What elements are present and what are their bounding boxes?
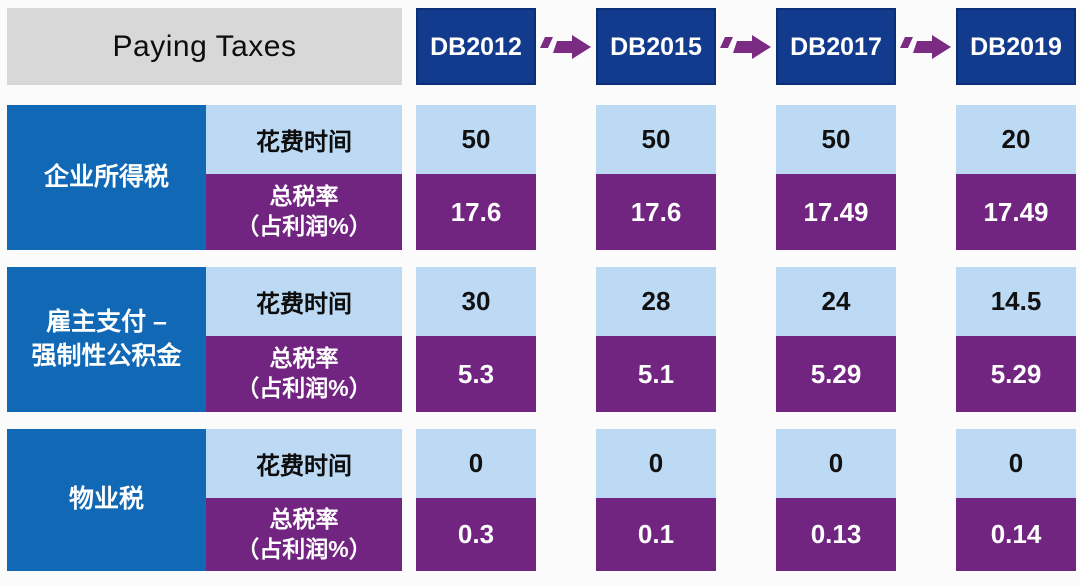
cell-rate-value: 0.1	[596, 498, 716, 571]
arrow-right-icon	[720, 34, 771, 59]
cell-rate-value: 5.1	[596, 336, 716, 412]
cell-rate-value: 5.29	[776, 336, 896, 412]
row-label-property-tax: 物业税	[7, 429, 206, 571]
cell-time-value: 0	[416, 429, 536, 498]
cell-rate-value: 17.6	[596, 174, 716, 250]
cell-rate-value: 0.13	[776, 498, 896, 571]
cell-time-value: 0	[956, 429, 1076, 498]
cell-time-value: 0	[776, 429, 896, 498]
column-header-label: DB2012	[430, 32, 522, 61]
arrow-right-icon	[540, 34, 591, 59]
metric-label-total-tax-rate: 总税率 （占利润%）	[206, 174, 402, 250]
row-label-corporate-income-tax: 企业所得税	[7, 105, 206, 250]
progression-arrow	[536, 8, 596, 85]
page-title: Paying Taxes	[7, 8, 402, 85]
cell-time-value: 0	[596, 429, 716, 498]
metric-label-total-tax-rate: 总税率 （占利润%）	[206, 498, 402, 571]
cell-time-value: 20	[956, 105, 1076, 174]
paying-taxes-table: Paying Taxes DB2012 DB2015 DB2017	[7, 8, 1076, 571]
column-header-db2015: DB2015	[596, 8, 716, 85]
cell-time-value: 50	[416, 105, 536, 174]
row-label-employer-provident-fund: 雇主支付 – 强制性公积金	[7, 267, 206, 412]
cell-rate-value: 17.49	[776, 174, 896, 250]
column-header-label: DB2015	[610, 32, 702, 61]
progression-arrow	[716, 8, 776, 85]
column-header-db2012: DB2012	[416, 8, 536, 85]
metric-label-time-spent: 花费时间	[206, 105, 402, 174]
metric-label-time-spent: 花费时间	[206, 429, 402, 498]
column-header-label: DB2019	[970, 32, 1062, 61]
cell-time-value: 24	[776, 267, 896, 336]
column-header-db2017: DB2017	[776, 8, 896, 85]
metric-label-time-spent: 花费时间	[206, 267, 402, 336]
column-header-label: DB2017	[790, 32, 882, 61]
cell-rate-value: 0.3	[416, 498, 536, 571]
cell-time-value: 50	[776, 105, 896, 174]
arrow-right-icon	[900, 34, 951, 59]
cell-rate-value: 0.14	[956, 498, 1076, 571]
page-title-text: Paying Taxes	[112, 29, 297, 63]
cell-time-value: 28	[596, 267, 716, 336]
cell-rate-value: 5.29	[956, 336, 1076, 412]
cell-rate-value: 17.6	[416, 174, 536, 250]
progression-arrow	[896, 8, 956, 85]
cell-time-value: 14.5	[956, 267, 1076, 336]
column-header-db2019: DB2019	[956, 8, 1076, 85]
cell-time-value: 50	[596, 105, 716, 174]
metric-label-total-tax-rate: 总税率 （占利润%）	[206, 336, 402, 412]
cell-rate-value: 5.3	[416, 336, 536, 412]
cell-rate-value: 17.49	[956, 174, 1076, 250]
cell-time-value: 30	[416, 267, 536, 336]
